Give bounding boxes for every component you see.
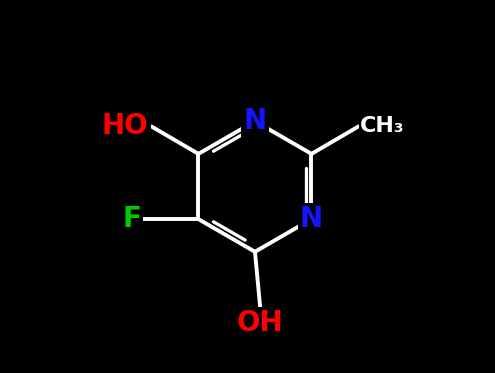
Text: N: N <box>244 107 266 135</box>
Text: HO: HO <box>102 112 148 141</box>
Text: OH: OH <box>237 309 284 337</box>
Text: CH₃: CH₃ <box>360 116 405 137</box>
Text: N: N <box>300 205 323 233</box>
Text: F: F <box>122 205 141 233</box>
